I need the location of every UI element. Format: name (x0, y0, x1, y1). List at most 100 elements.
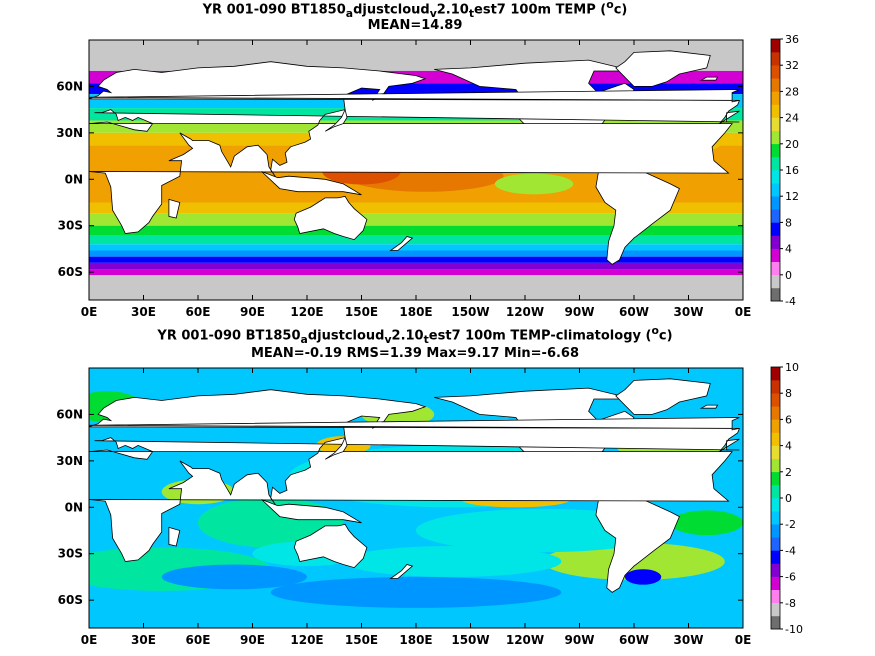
land-japan (324, 436, 348, 460)
x-tick-label: 120E (290, 305, 323, 319)
colorbar-segment (771, 576, 780, 590)
temp-band (89, 244, 743, 251)
land-americasS (595, 161, 680, 265)
colorbar-tick-label: 6 (785, 413, 792, 426)
x-tick-label: 60W (619, 305, 649, 319)
top-colorbar: 36 32 28 24 20 16 12 8 4 0 -4 (770, 33, 799, 308)
anomaly-patch (343, 545, 562, 577)
land-nz (389, 236, 414, 251)
colorbar-segment (771, 367, 780, 381)
x-tick-label: 90W (565, 633, 595, 647)
colorbar-segment (771, 445, 780, 459)
colorbar-tick-label: 32 (785, 59, 799, 72)
colorbar-segment (771, 432, 780, 446)
x-tick-label: 150W (451, 305, 489, 319)
y-tick-label: 60N (56, 79, 83, 93)
x-tick-label: 0E (81, 633, 98, 647)
colorbar-tick-label: 36 (785, 33, 799, 46)
colorbar-tick-label: 16 (785, 164, 799, 177)
anomaly-patch (670, 510, 743, 536)
y-tick-label: 0N (65, 172, 83, 186)
land-iceland (699, 76, 719, 81)
colorbar-segment (771, 287, 780, 302)
colorbar-segment (771, 406, 780, 420)
temp-band (89, 262, 743, 270)
colorbar-segment (771, 143, 780, 158)
y-tick-label: 60S (58, 265, 83, 279)
x-tick-label: 0E (735, 633, 752, 647)
bottom-map: 0E 30E 60E 90E 120E 150E 180E 150W 120W 90W 60W 30W… (56, 361, 803, 647)
y-tick-label: 60N (56, 407, 83, 421)
colorbar-segment (771, 39, 780, 53)
land-africaEurasia (89, 389, 740, 562)
colorbar-segment (771, 484, 780, 499)
land-japan (324, 108, 348, 132)
temp-band (89, 235, 743, 245)
temp-band (89, 213, 743, 226)
land-indonesia (261, 499, 362, 524)
x-tick-label: 180E (399, 633, 432, 647)
colorbar-segment (771, 170, 780, 184)
colorbar-tick-label: 4 (785, 440, 792, 453)
colorbar-segment (771, 498, 780, 512)
colorbar-segment (771, 104, 780, 118)
land-greenland (615, 50, 711, 87)
colorbar-segment (771, 511, 780, 525)
land-australia (293, 523, 368, 569)
colorbar-segment (771, 78, 780, 92)
bottom-panel-title: YR 001-090 BT1850adjustcloudv2.10test7 1… (157, 324, 673, 346)
colorbar-tick-label: 28 (785, 85, 799, 98)
colorbar-tick-label: 8 (785, 387, 792, 400)
y-tick-label: 30N (56, 454, 83, 468)
colorbar-segment (771, 471, 780, 486)
land-uk (89, 89, 740, 103)
y-tick-label: 0N (65, 500, 83, 514)
x-tick-label: 120E (290, 633, 323, 647)
bottom-panel-stats: MEAN=-0.19 RMS=1.39 Max=9.17 Min=-6.68 (250, 346, 580, 361)
land-uk (89, 417, 740, 431)
colorbar-segment (771, 563, 780, 577)
land-iceland (699, 404, 719, 409)
x-tick-label: 0E (735, 305, 752, 319)
colorbar-segment (771, 52, 780, 66)
colorbar-tick-label: 12 (785, 190, 799, 203)
colorbar-segment (771, 261, 780, 276)
land-layer (89, 50, 743, 300)
x-tick-label: 180E (399, 305, 432, 319)
top-panel-stats: MEAN=14.89 (367, 18, 463, 33)
colorbar-segment (771, 393, 780, 407)
x-tick-label: 60E (186, 305, 211, 319)
colorbar-tick-label: -4 (785, 295, 796, 308)
colorbar-tick-label: 20 (785, 138, 799, 151)
colorbar-tick-label: 0 (785, 269, 792, 282)
colorbar-segment (771, 589, 780, 604)
colorbar-tick-label: -8 (785, 597, 796, 610)
x-tick-label: 150W (451, 633, 489, 647)
colorbar-segment (771, 183, 780, 197)
x-tick-label: 30E (131, 305, 156, 319)
land-indonesia (261, 171, 362, 196)
anomaly-patch (270, 576, 562, 608)
colorbar-segment (771, 602, 780, 617)
land-americasS (595, 489, 680, 593)
anomaly-patch (624, 569, 662, 585)
x-tick-label: 150E (345, 305, 378, 319)
colorbar-segment (771, 458, 780, 473)
colorbar-segment (771, 537, 780, 551)
colorbar-tick-label: 8 (785, 216, 792, 229)
colorbar-segment (771, 248, 780, 262)
x-tick-label: 90E (240, 305, 265, 319)
colorbar-tick-label: -10 (785, 623, 803, 636)
x-tick-label: 90W (565, 305, 595, 319)
colorbar-segment (771, 156, 780, 171)
colorbar-segment (771, 524, 780, 538)
colorbar-tick-label: -4 (785, 544, 796, 557)
land-layer (89, 378, 740, 628)
colorbar-segment (771, 419, 780, 433)
colorbar-tick-label: -2 (785, 518, 796, 531)
colorbar-segment (771, 91, 780, 105)
land-madagascar (168, 526, 181, 547)
x-tick-label: 30W (674, 633, 704, 647)
top-panel-title: YR 001-090 BT1850adjustcloudv2.10test7 1… (202, 0, 628, 20)
colorbar-tick-label: 0 (785, 492, 792, 505)
